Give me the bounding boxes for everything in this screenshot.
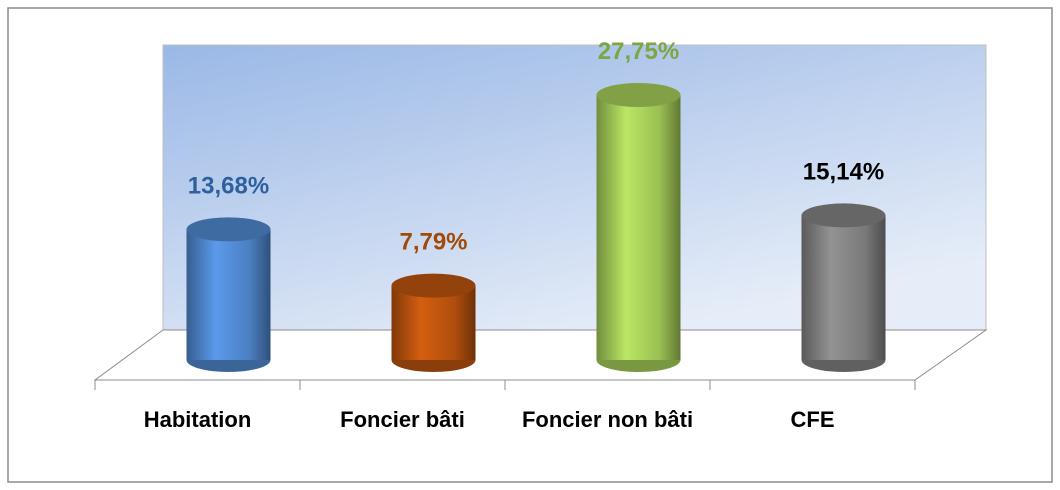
bar	[801, 215, 886, 360]
bar-top	[596, 83, 681, 107]
bar-top	[801, 203, 886, 228]
bar-top	[391, 273, 476, 298]
value-label: 13,68%	[188, 172, 269, 199]
bar	[596, 95, 681, 360]
x-tick-label: Foncier non bâti	[521, 407, 694, 432]
bar	[186, 229, 271, 360]
bar	[391, 285, 476, 360]
x-tick-label: Foncier bâti	[340, 407, 465, 432]
value-label: 7,79%	[399, 229, 467, 256]
bar-top	[186, 217, 271, 242]
x-tick-label: CFE	[790, 407, 835, 432]
x-tick-label: Habitation	[143, 407, 252, 432]
value-label: 27,75%	[598, 38, 679, 65]
value-label: 15,14%	[803, 158, 884, 185]
